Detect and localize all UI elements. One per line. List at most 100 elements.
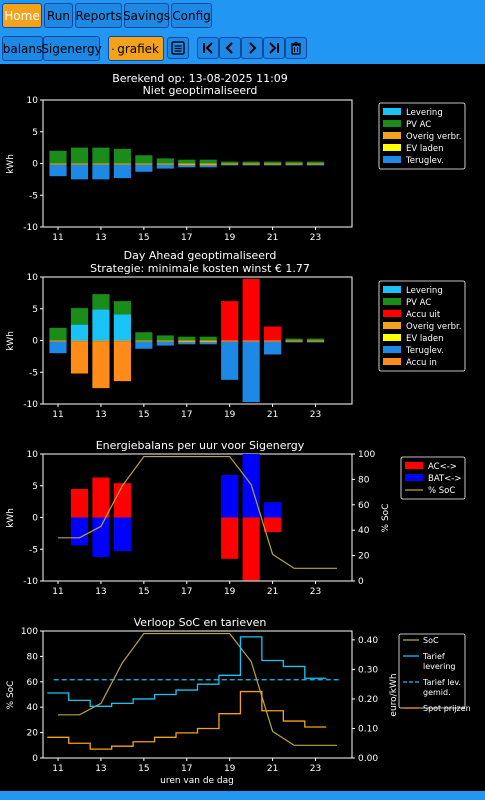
chart-0-ytick-label: -5	[29, 191, 38, 201]
chart-1-xtick-label: 21	[267, 410, 278, 420]
chart-1-frame	[42, 276, 353, 405]
chart-1-xtick-label: 13	[95, 410, 106, 420]
chart-1-legend-label: Overig verbr.	[406, 322, 461, 332]
chart-3-spot-line	[47, 690, 327, 750]
sigenergy-button[interactable]: Sigenergy	[41, 36, 102, 61]
chart-3-legend-label: SoC	[423, 636, 439, 645]
chart-0-title: Niet geoptimaliseerd	[143, 84, 258, 97]
delete-button[interactable]	[285, 37, 307, 59]
chart-2-title: Energiebalans per uur voor Sigenergy	[96, 439, 305, 452]
chart-1-ylabel: kWh	[6, 331, 16, 351]
chart-1-bar-teruglev-	[285, 341, 303, 343]
chart-1-bar-overig-verbr-	[199, 340, 217, 343]
computed-timestamp: Berekend op: 13-08-2025 11:09	[112, 72, 288, 85]
chart-1-legend-label: Accu in	[406, 358, 437, 368]
chart-0-legend-swatch	[383, 108, 401, 115]
chart-0-legend-label: Teruglev.	[405, 156, 444, 166]
chart-1-ytick-label: -5	[29, 368, 38, 378]
chart-2-frame	[42, 453, 353, 582]
chart-1-legend-swatch	[383, 322, 401, 329]
chart-0-legend-swatch	[383, 156, 401, 163]
chart-0-bar-teruglev-	[49, 164, 67, 177]
chart-3-ytick-label: 100	[21, 627, 38, 637]
chart-2-bar-ac-	[221, 517, 239, 559]
chart-2-ylabel: kWh	[6, 508, 16, 528]
chart-1-legend-swatch	[383, 358, 401, 365]
chart-0-bar-overig-verbr-	[92, 163, 110, 165]
chart-1-bar-teruglev-	[178, 342, 196, 345]
chart-1-legend-swatch	[383, 310, 401, 317]
chart-0-xtick-label: 17	[181, 233, 192, 243]
chart-0-bar-overig-verbr-	[70, 163, 89, 165]
chart-0-legend	[378, 102, 466, 170]
chart-1-bar-accu-uit	[264, 326, 282, 341]
chart-2-ytick-label: -5	[29, 545, 38, 555]
chart-3-legend	[398, 633, 466, 709]
tab-reports[interactable]: Reports	[75, 3, 122, 28]
tab-savings[interactable]: Savings	[123, 3, 170, 28]
chart-2-xtick-label: 17	[181, 587, 192, 597]
previous-button[interactable]	[219, 37, 241, 59]
chart-1-bar-pv-ac	[92, 294, 110, 310]
chart-3-legend-label: levering	[423, 662, 455, 671]
next-button[interactable]	[241, 37, 263, 59]
tab-run[interactable]: Run	[44, 3, 73, 28]
chart-3-ytick-label: 0	[32, 754, 38, 764]
chart-0-bar-overig-verbr-	[135, 163, 153, 165]
tab-config[interactable]: Config	[171, 3, 212, 28]
chart-2-ytick-label: 10	[27, 450, 39, 460]
chart-0-bar-overig-verbr-	[242, 163, 260, 165]
chart-0-bar-teruglev-	[221, 164, 239, 166]
chart-0-bar-overig-verbr-	[264, 163, 282, 165]
chart-area: Berekend op: 13-08-2025 11:09 Niet geopt…	[0, 64, 485, 791]
tab-home[interactable]: Home	[2, 3, 42, 28]
chart-1-subtitle: Strategie: minimale kosten winst € 1.77	[90, 262, 310, 275]
chart-0-legend-swatch	[383, 144, 401, 151]
list-icon	[171, 41, 185, 55]
chart-0-xtick-label: 21	[267, 233, 278, 243]
chart-2-xtick-label: 21	[267, 587, 278, 597]
chevron-right-icon	[249, 42, 257, 54]
skip-last-icon	[269, 42, 279, 54]
chart-2-bar-bat-	[70, 517, 89, 546]
chart-1-bar-overig-verbr-	[135, 340, 153, 342]
chart-2-bar-bat-	[221, 474, 239, 518]
last-button[interactable]	[263, 37, 285, 59]
first-button[interactable]	[197, 37, 219, 59]
chart-0-legend-label: Levering	[406, 108, 443, 118]
chart-0-bar-teruglev-	[178, 165, 196, 168]
chart-2-bar-ac-	[92, 477, 110, 518]
chart-3-xtick-label: 13	[95, 764, 106, 774]
balans-button[interactable]: balans	[2, 36, 43, 61]
chart-0-bar-teruglev-	[242, 164, 260, 166]
chart-1-legend-label: Levering	[406, 286, 443, 296]
chart-0-bar-pv-ac	[92, 147, 110, 164]
chart-3-legend-label: Spot prijzen	[423, 704, 471, 713]
chart-1-bar-pv-ac	[113, 301, 131, 315]
chart-0-bar-pv-ac	[135, 155, 153, 164]
chart-2-legend-label: AC<->	[428, 462, 457, 472]
chart-0-bar-pv-ac	[178, 159, 196, 164]
chart-1-bar-overig-verbr-	[156, 340, 174, 342]
chart-1-bar-teruglev-	[264, 341, 282, 355]
chart-1-bar-levering	[92, 309, 110, 341]
chart-0-bar-overig-verbr-	[113, 163, 131, 165]
table-view-button[interactable]	[167, 37, 189, 59]
chart-1-ytick-label: 0	[32, 337, 38, 347]
chart-2-y2label: % SoC	[381, 504, 391, 533]
chart-1-bar-levering	[113, 314, 131, 341]
chart-2-xtick-label: 19	[224, 587, 236, 597]
chart-0-bar-overig-verbr-	[199, 163, 217, 166]
chart-3-soc-line	[58, 632, 337, 746]
chart-2-ytick-label: 0	[32, 514, 38, 524]
chart-0-bar-teruglev-	[156, 164, 174, 169]
grafiek-button[interactable]: grafiek	[108, 36, 164, 61]
skip-first-icon	[203, 42, 213, 54]
chart-3-xtick-label: 19	[224, 764, 236, 774]
chart-1-bar-accu-uit	[221, 301, 239, 341]
chart-0-bar-pv-ac	[264, 161, 282, 164]
chart-1-legend-label: Teruglev.	[405, 346, 444, 356]
chart-0-bar-pv-ac	[113, 148, 131, 164]
chevron-left-icon	[225, 42, 233, 54]
chart-2-bar-bat-	[92, 517, 110, 557]
